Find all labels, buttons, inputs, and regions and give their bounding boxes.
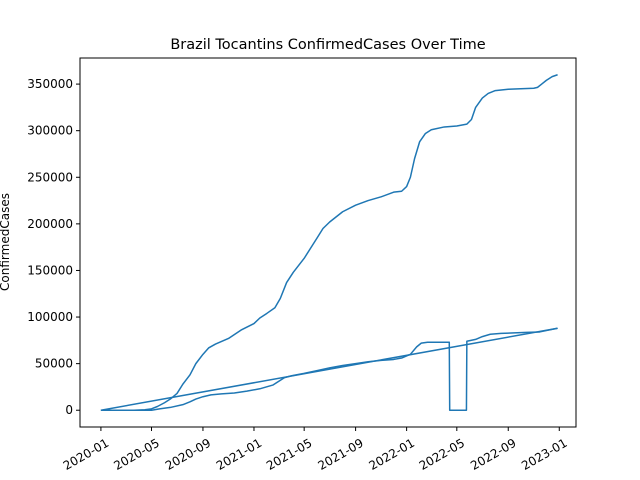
y-tick-label: 150000 [27,263,73,277]
series-line-segment [100,327,558,411]
series-line-segment [100,74,558,411]
y-tick-label: 200000 [27,217,73,231]
y-axis: 0 50000 100000 150000 200000 250000 300000 3500… [27,77,80,417]
y-tick-label: 300000 [27,124,73,138]
y-tick-label: 100000 [27,310,73,324]
axes-frame [79,57,577,428]
y-tick-label: 0 [65,403,73,417]
chart-title: Brazil Tocantins ConfirmedCases Over Tim… [170,37,485,53]
series-line-segment [100,327,558,411]
y-tick-label: 250000 [27,170,73,184]
y-tick-label: 50000 [35,357,73,371]
y-tick-label: 350000 [27,77,73,91]
plot-area [100,74,558,411]
y-axis-label: ConfirmedCases [0,193,12,291]
